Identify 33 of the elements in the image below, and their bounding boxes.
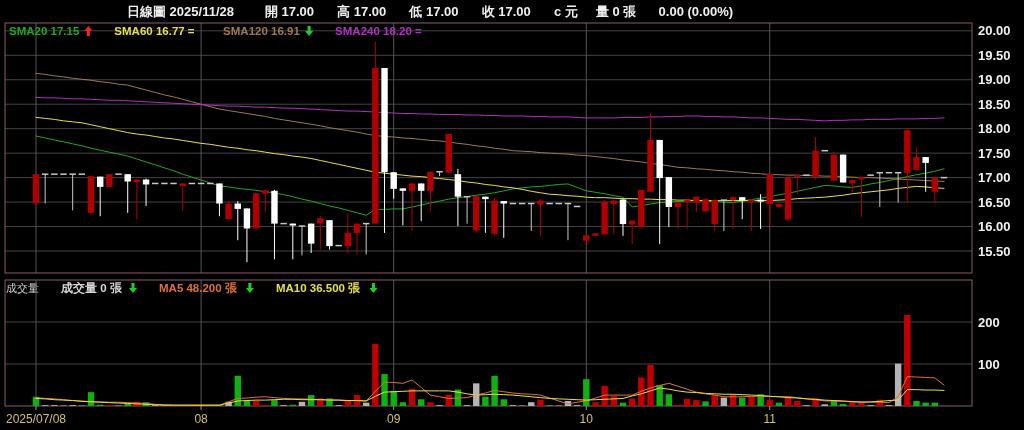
x-tick-label: 08 [194, 412, 209, 426]
y-tick-label: 19.50 [978, 47, 1011, 63]
y-tick-label: 20.00 [978, 23, 1011, 39]
text: MA10 36.500 張 [275, 282, 362, 294]
text: MA5 48.200 張 [159, 282, 238, 294]
y-tick-label: 100 [978, 356, 1000, 372]
text: 開 17.00 [264, 4, 315, 19]
text: SMA20 17.15 [9, 25, 80, 37]
text: SMA120 16.91 [223, 25, 301, 37]
y-tick-label: 18.00 [978, 121, 1011, 137]
chart-title: 日線圖 2025/11/28 [127, 4, 234, 19]
text: 收 17.00 [481, 4, 531, 19]
text: 量 0 張 [594, 4, 638, 19]
y-tick-label: 16.00 [978, 219, 1011, 235]
y-tick-label: 16.50 [978, 194, 1011, 210]
x-tick-label: 09 [387, 412, 401, 426]
text: SMA60 16.77 = [114, 25, 195, 37]
y-tick-label: 200 [978, 314, 1000, 330]
chart-title: 成交量 [6, 282, 39, 294]
x-tick-label: 2025/07/08 [5, 412, 67, 426]
text: 成交量 0 張 [60, 281, 123, 295]
x-tick-label: 10 [579, 412, 594, 426]
x-tick-label: 11 [763, 412, 777, 426]
text: SMA240 18.20 = [335, 25, 423, 37]
text: 0.00 (0.00%) [658, 4, 734, 19]
y-tick-label: 17.50 [978, 145, 1011, 161]
text: 低 17.00 [408, 4, 459, 19]
y-tick-label: 17.00 [978, 170, 1011, 186]
y-tick-label: 19.00 [978, 72, 1011, 88]
y-tick-label: 18.50 [978, 96, 1011, 112]
y-tick-label: 15.50 [978, 243, 1011, 259]
text: 高 17.00 [337, 4, 387, 19]
text: c 元 [553, 4, 578, 19]
